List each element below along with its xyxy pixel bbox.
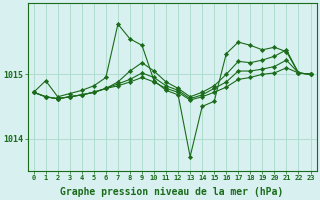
- X-axis label: Graphe pression niveau de la mer (hPa): Graphe pression niveau de la mer (hPa): [60, 186, 284, 197]
